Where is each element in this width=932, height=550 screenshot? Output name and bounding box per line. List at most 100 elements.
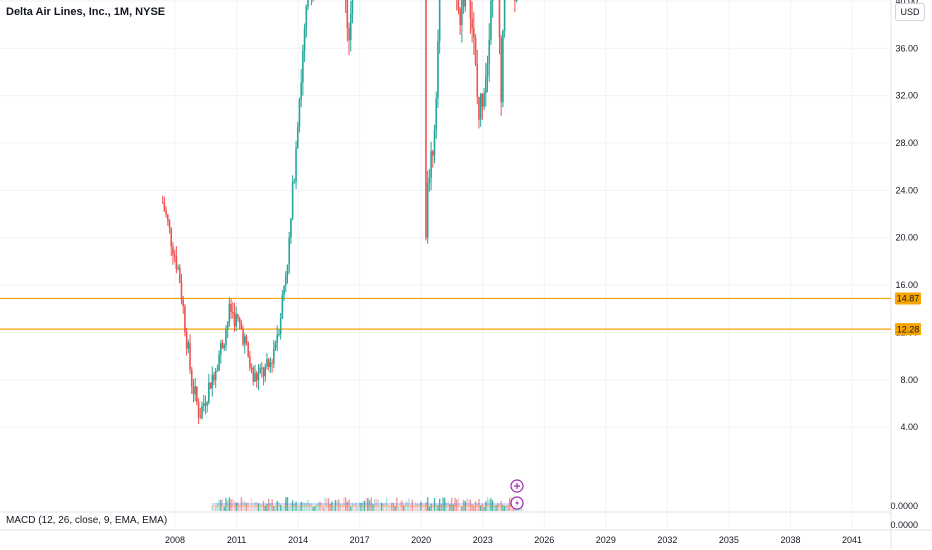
candles xyxy=(161,0,518,425)
candle-body xyxy=(490,1,492,40)
macd-bar xyxy=(503,505,506,511)
candle-body xyxy=(302,50,304,83)
plus-circle-icon[interactable] xyxy=(510,479,524,493)
candle-body xyxy=(433,129,436,156)
horizontal-levels[interactable] xyxy=(0,0,891,330)
macd-bar xyxy=(303,502,306,511)
candle-body xyxy=(247,342,249,357)
candle-body xyxy=(197,402,200,418)
candle-body xyxy=(255,373,258,381)
macd-bar xyxy=(428,506,431,511)
candle-body xyxy=(485,76,487,94)
candle-body xyxy=(457,0,460,10)
macd-bar xyxy=(452,504,455,511)
price-axis-label: 32.00 xyxy=(895,91,918,101)
macd-bar xyxy=(230,499,232,511)
level-tag xyxy=(895,323,921,336)
macd-bar xyxy=(375,498,378,511)
macd-bar xyxy=(327,498,330,511)
candle-body xyxy=(486,64,489,77)
candle-body xyxy=(281,294,284,319)
macd-bar xyxy=(468,499,470,511)
candle-body xyxy=(295,147,297,182)
macd-bar xyxy=(220,499,222,511)
time-axis-label: 2038 xyxy=(780,535,800,545)
price-axis-label: 24.00 xyxy=(895,185,918,195)
macd-bar xyxy=(307,499,309,511)
candle-body xyxy=(192,386,195,394)
macd-bar xyxy=(274,506,277,511)
candle-body xyxy=(346,0,349,28)
macd-bar xyxy=(283,506,285,511)
candle-body xyxy=(211,374,214,389)
macd-bar xyxy=(256,502,258,511)
candle-body xyxy=(293,181,296,183)
macd-bar xyxy=(281,506,284,511)
time-axis[interactable]: 2008 2011 2014 2017 2020 2023 2026 2029 2032 2035… xyxy=(165,535,862,545)
price-axis[interactable]: 84.0080.0076.0072.0068.0064.0060.0056.00… xyxy=(890,0,918,530)
candle-body xyxy=(266,359,268,367)
candle-body xyxy=(254,373,256,382)
candle-body xyxy=(240,322,243,330)
candle-body xyxy=(202,403,205,406)
candle-body xyxy=(300,82,302,100)
grid xyxy=(0,0,891,530)
macd-bar xyxy=(462,499,465,511)
macd-bar xyxy=(403,505,405,511)
price-axis-label: 28.00 xyxy=(895,138,918,148)
candle-body xyxy=(167,214,169,221)
currency-button[interactable]: USD xyxy=(895,3,925,21)
candle-body xyxy=(214,370,217,381)
candle-body xyxy=(190,369,193,387)
macd-bar xyxy=(421,503,424,511)
candle-body xyxy=(290,218,292,238)
macd-bar xyxy=(297,505,299,511)
macd-bar xyxy=(457,497,460,511)
macd-bar xyxy=(273,506,275,511)
candle-body xyxy=(462,0,465,7)
macd-bar xyxy=(461,506,463,511)
macd-bar xyxy=(358,501,360,511)
macd-bar xyxy=(300,501,302,511)
macd-histogram xyxy=(211,497,523,511)
candle-body xyxy=(223,345,226,349)
macd-bar xyxy=(237,502,239,511)
macd-bar xyxy=(379,506,381,511)
macd-bar xyxy=(245,502,248,511)
macd-bar xyxy=(315,503,318,511)
candle-body xyxy=(425,0,427,238)
candle-body xyxy=(479,93,482,120)
candle-body xyxy=(199,417,202,419)
candle-body xyxy=(237,314,239,319)
candle-body xyxy=(182,299,185,307)
macd-bar xyxy=(355,502,357,511)
time-axis-label: 2008 xyxy=(165,535,185,545)
macd-bar xyxy=(495,505,497,511)
macd-bar xyxy=(341,503,343,511)
time-axis-label: 2029 xyxy=(596,535,616,545)
candle-body xyxy=(180,282,183,300)
price-axis-label: 4.00 xyxy=(900,422,918,432)
candle-body xyxy=(435,98,438,130)
candle-body xyxy=(185,331,188,349)
macd-bar xyxy=(377,499,379,511)
macd-bar xyxy=(456,499,458,511)
macd-bar xyxy=(278,502,280,511)
macd-bar xyxy=(232,498,234,511)
macd-bar xyxy=(409,505,412,511)
candle-body xyxy=(204,403,207,406)
candle-body xyxy=(250,367,253,369)
macd-bar xyxy=(338,499,340,511)
macd-indicator-label[interactable]: MACD (12, 26, close, 9, EMA, EMA) xyxy=(6,515,168,526)
macd-bar xyxy=(473,506,475,511)
lightning-icon[interactable] xyxy=(510,496,524,510)
macd-bar xyxy=(356,506,359,511)
time-axis-label: 2035 xyxy=(719,535,739,545)
macd-bar xyxy=(498,504,501,511)
macd-bar xyxy=(367,497,369,511)
candle-body xyxy=(478,97,480,120)
candle-body xyxy=(426,183,429,238)
macd-bar xyxy=(432,504,434,511)
